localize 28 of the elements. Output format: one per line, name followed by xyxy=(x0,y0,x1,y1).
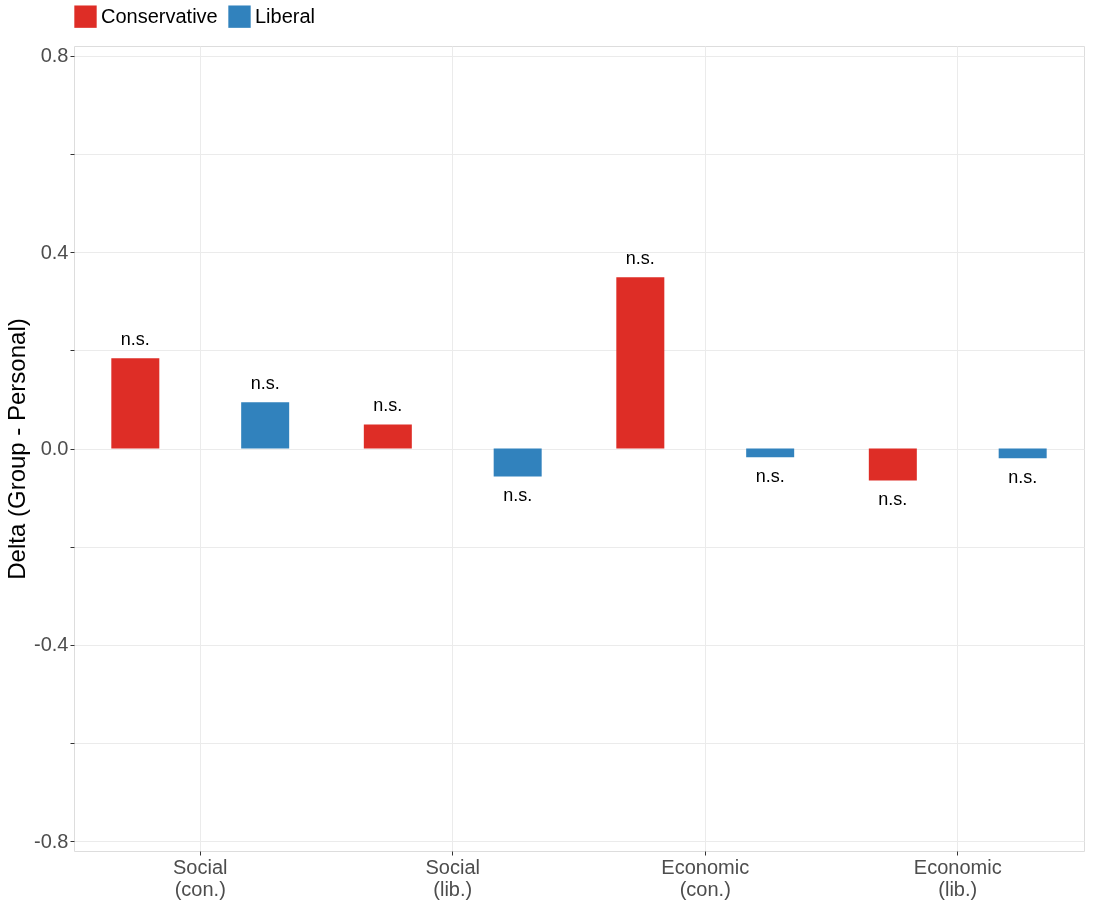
bar xyxy=(493,448,542,477)
bar xyxy=(241,402,290,449)
y-tick-label: 0.8 xyxy=(40,44,69,67)
data-label: n.s. xyxy=(503,485,533,506)
x-tick-label: Economic (con.) xyxy=(661,855,750,900)
y-axis-title: Delta (Group - Personal) xyxy=(3,318,31,580)
data-label: n.s. xyxy=(878,489,908,510)
bar xyxy=(746,448,795,458)
data-label: n.s. xyxy=(1008,467,1038,488)
data-label: n.s. xyxy=(373,395,403,416)
bar xyxy=(363,424,412,449)
y-tick-label: -0.4 xyxy=(34,633,69,656)
data-label: n.s. xyxy=(625,248,655,269)
legend-label: Conservative xyxy=(101,4,218,27)
data-label: n.s. xyxy=(120,329,150,350)
x-tick-label: Social (con.) xyxy=(173,855,228,900)
legend-label: Liberal xyxy=(255,4,316,27)
data-label: n.s. xyxy=(755,466,785,487)
y-tick-label: 0.4 xyxy=(40,240,69,263)
bar xyxy=(868,448,917,481)
y-tick-label: 0.0 xyxy=(40,437,69,459)
bar xyxy=(616,277,665,449)
y-tick-label: -0.8 xyxy=(34,829,69,852)
x-tick-label: Economic (lib.) xyxy=(913,855,1002,900)
data-label: n.s. xyxy=(250,373,280,394)
bar xyxy=(111,358,160,449)
bar xyxy=(998,448,1047,459)
x-tick-label: Social (lib.) xyxy=(425,855,480,900)
